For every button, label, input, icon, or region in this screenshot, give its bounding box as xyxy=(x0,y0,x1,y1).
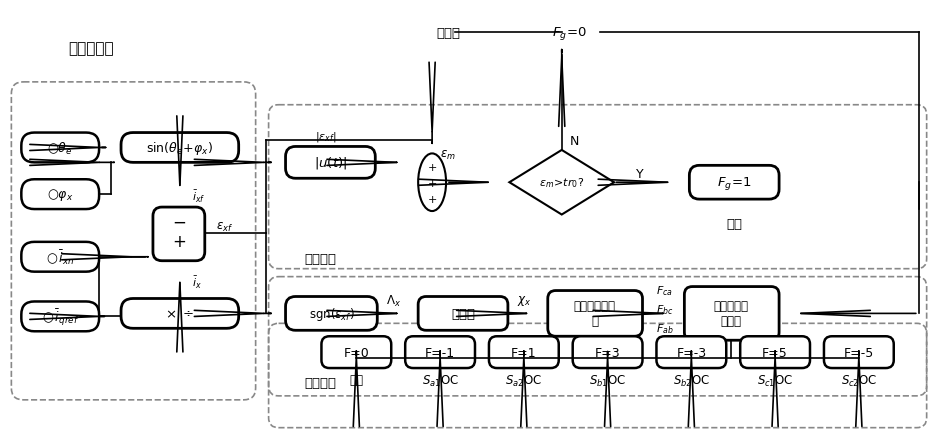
Text: 无故障: 无故障 xyxy=(436,27,460,39)
Text: 数据预处理: 数据预处理 xyxy=(69,42,114,57)
Text: F=3: F=3 xyxy=(594,346,621,359)
Text: 正常: 正常 xyxy=(349,374,364,387)
Text: Y: Y xyxy=(636,167,643,180)
Text: $\bigcirc\varphi_x$: $\bigcirc\varphi_x$ xyxy=(47,187,73,203)
Text: $\bigcirc\theta_e$: $\bigcirc\theta_e$ xyxy=(47,140,73,156)
FancyBboxPatch shape xyxy=(489,336,559,368)
FancyBboxPatch shape xyxy=(285,297,378,331)
FancyBboxPatch shape xyxy=(405,336,475,368)
Text: $S_{a1}$OC: $S_{a1}$OC xyxy=(422,373,459,388)
Text: $\varepsilon_{xf}$: $\varepsilon_{xf}$ xyxy=(216,220,233,233)
Text: $\varepsilon_m\!>\!tr_0?$: $\varepsilon_m\!>\!tr_0?$ xyxy=(539,176,584,190)
FancyBboxPatch shape xyxy=(22,242,99,272)
Text: $-$: $-$ xyxy=(171,212,186,230)
Text: $\times\;\div$: $\times\;\div$ xyxy=(166,307,194,320)
Text: $\bigcirc\,\bar{i}_{xn}$: $\bigcirc\,\bar{i}_{xn}$ xyxy=(46,248,74,266)
FancyBboxPatch shape xyxy=(824,336,894,368)
Text: $S_{c1}$OC: $S_{c1}$OC xyxy=(757,373,793,388)
Text: $F_{ab}$: $F_{ab}$ xyxy=(657,321,674,336)
Text: $|u(t)|$: $|u(t)|$ xyxy=(314,155,347,171)
FancyBboxPatch shape xyxy=(573,336,642,368)
Text: 求解故障定
位标志: 求解故障定 位标志 xyxy=(714,300,749,328)
Text: $+$: $+$ xyxy=(171,232,186,250)
Text: 平均值: 平均值 xyxy=(451,307,475,320)
Text: $\bigcirc\,\bar{i}_{qref}$: $\bigcirc\,\bar{i}_{qref}$ xyxy=(41,307,79,327)
Text: F=1: F=1 xyxy=(511,346,537,359)
Text: $|\varepsilon_{xf}|$: $|\varepsilon_{xf}|$ xyxy=(315,129,336,143)
Text: $S_{b2}$OC: $S_{b2}$OC xyxy=(673,373,710,388)
Text: F=-1: F=-1 xyxy=(425,346,455,359)
FancyBboxPatch shape xyxy=(740,336,810,368)
FancyBboxPatch shape xyxy=(153,208,204,261)
Text: $S_{c2}$OC: $S_{c2}$OC xyxy=(840,373,877,388)
Text: $\varepsilon_m$: $\varepsilon_m$ xyxy=(440,148,456,162)
FancyBboxPatch shape xyxy=(121,299,238,328)
Text: $+$: $+$ xyxy=(427,193,437,204)
Text: F=-5: F=-5 xyxy=(844,346,874,359)
FancyBboxPatch shape xyxy=(22,302,99,332)
FancyBboxPatch shape xyxy=(321,336,391,368)
FancyBboxPatch shape xyxy=(690,166,779,200)
Text: $\Lambda_x$: $\Lambda_x$ xyxy=(385,293,400,308)
Text: $S_{a2}$OC: $S_{a2}$OC xyxy=(506,373,543,388)
Text: $\sin(\theta_e\!+\!\varphi_x)$: $\sin(\theta_e\!+\!\varphi_x)$ xyxy=(146,140,214,157)
Text: $F_{ca}$: $F_{ca}$ xyxy=(657,284,674,298)
Text: F=-3: F=-3 xyxy=(676,346,706,359)
Text: 偏置度误差符
号: 偏置度误差符 号 xyxy=(574,300,616,328)
Ellipse shape xyxy=(418,154,447,212)
FancyBboxPatch shape xyxy=(22,133,99,163)
Text: $\chi_x$: $\chi_x$ xyxy=(516,294,531,308)
Polygon shape xyxy=(510,151,614,215)
Text: $\mathrm{sgn}(\varepsilon_{xf})$: $\mathrm{sgn}(\varepsilon_{xf})$ xyxy=(309,305,354,322)
Text: N: N xyxy=(570,135,579,148)
Text: 故障: 故障 xyxy=(726,218,742,231)
Text: 故障定位: 故障定位 xyxy=(304,377,336,389)
Text: $\bar{i}_{xf}$: $\bar{i}_{xf}$ xyxy=(192,189,205,205)
Text: F=0: F=0 xyxy=(344,346,369,359)
Text: $+$: $+$ xyxy=(427,162,437,173)
Text: $\bar{i}_x$: $\bar{i}_x$ xyxy=(192,274,202,290)
FancyBboxPatch shape xyxy=(685,287,779,340)
Text: 故障检测: 故障检测 xyxy=(304,253,336,265)
FancyBboxPatch shape xyxy=(121,133,238,163)
Text: $S_{b1}$OC: $S_{b1}$OC xyxy=(589,373,626,388)
FancyBboxPatch shape xyxy=(285,147,375,179)
Text: $+$: $+$ xyxy=(427,177,437,188)
Text: F=5: F=5 xyxy=(762,346,788,359)
Text: $F_g\!=\!1$: $F_g\!=\!1$ xyxy=(717,174,752,191)
FancyBboxPatch shape xyxy=(418,297,508,331)
Text: $F_g\!=\!0$: $F_g\!=\!0$ xyxy=(552,25,587,42)
FancyBboxPatch shape xyxy=(657,336,726,368)
Text: $F_{bc}$: $F_{bc}$ xyxy=(657,303,674,317)
FancyBboxPatch shape xyxy=(22,180,99,209)
FancyBboxPatch shape xyxy=(547,291,642,336)
